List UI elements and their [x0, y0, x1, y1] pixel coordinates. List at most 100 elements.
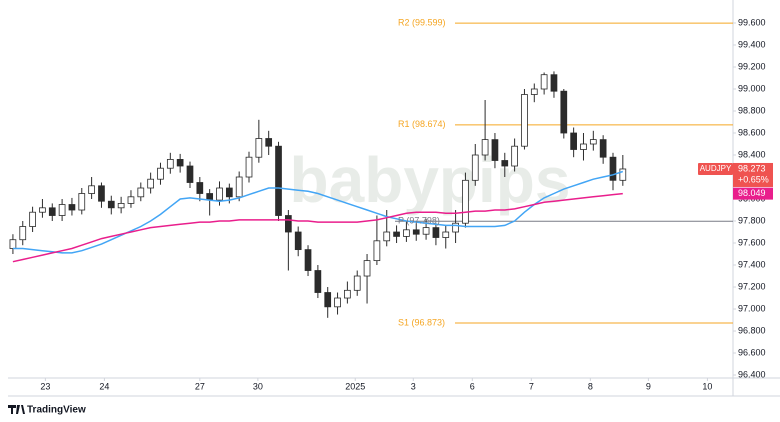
candle-body [196, 182, 204, 194]
ma-badge [733, 187, 773, 200]
candle-body [422, 227, 430, 235]
candle-body [137, 187, 145, 198]
y-tick-label: 97.200 [738, 281, 766, 291]
candle-body [68, 204, 76, 211]
y-tick-label: 96.600 [738, 347, 766, 357]
y-tick-label: 97.000 [738, 303, 766, 313]
candle-body [107, 200, 115, 209]
candle-body [235, 176, 243, 198]
y-tick-label: 96.400 [738, 369, 766, 379]
plot-area [9, 22, 733, 324]
change-label: +0.65% [738, 174, 769, 184]
candle-body [363, 260, 371, 277]
x-tick-label: 3 [411, 381, 416, 391]
x-tick-label: 30 [253, 381, 263, 391]
candle-body [285, 215, 292, 233]
level-label: S1 (96.873) [398, 317, 445, 327]
candle-body [570, 132, 577, 150]
candle-body [186, 165, 194, 183]
level-label: R2 (99.599) [398, 17, 446, 27]
candle-body [304, 249, 312, 271]
candle-body [619, 168, 627, 181]
x-tick-label: 7 [529, 381, 534, 391]
x-tick-label: 23 [40, 381, 50, 391]
candle-body [117, 203, 125, 209]
candle-body [127, 196, 135, 204]
candle-body [481, 139, 489, 156]
brand-logo [8, 405, 25, 414]
candle-body [19, 226, 27, 241]
y-tick-label: 96.800 [738, 325, 766, 335]
candle-body [452, 222, 459, 233]
candle-body [166, 159, 174, 169]
candle-body [176, 159, 184, 167]
candle-body [88, 185, 95, 194]
y-tick-label: 97.600 [738, 237, 766, 247]
candle-body [530, 88, 538, 95]
candle-body [609, 156, 617, 181]
moving-average-line [12, 192, 623, 263]
y-tick-label: 99.400 [738, 39, 766, 49]
x-tick-label: 8 [588, 381, 593, 391]
candle-body [412, 229, 420, 235]
candle-body [580, 143, 587, 150]
ma-label: 98.049 [738, 188, 766, 198]
candle-body [245, 156, 253, 178]
watermark: babypips [290, 144, 571, 216]
level-label: P (97.798) [398, 216, 440, 226]
y-tick-label: 99.600 [738, 17, 766, 27]
candle-body [471, 154, 479, 181]
candle-body [501, 160, 509, 167]
candle-body [599, 139, 607, 158]
candle-body [255, 138, 263, 158]
brand: TradingView [8, 405, 86, 416]
candle-body [403, 229, 410, 237]
candle-body [9, 239, 17, 249]
candle-body [58, 204, 66, 216]
candle-body [353, 275, 361, 291]
candle-body [344, 289, 351, 299]
brand-name: TradingView [27, 405, 86, 416]
symbol-badge [698, 162, 733, 175]
candle-body [589, 139, 597, 145]
candle-body [265, 138, 273, 147]
candle-body [373, 240, 381, 262]
candle-body [39, 207, 46, 213]
candle-body [29, 211, 36, 227]
candle-body [147, 178, 154, 189]
x-tick-label: 2025 [345, 381, 365, 391]
candle-body [324, 292, 332, 308]
x-tick-label: 9 [646, 381, 651, 391]
candle-body [275, 145, 282, 216]
candle-body [550, 74, 558, 92]
candle-body [157, 167, 164, 180]
candle-body [314, 270, 322, 293]
candle-body [560, 90, 568, 134]
y-tick-label: 98.800 [738, 105, 766, 115]
x-tick-label: 6 [470, 381, 475, 391]
x-tick-label: 10 [702, 381, 712, 391]
candle-body [521, 94, 528, 147]
candle-body [48, 207, 56, 216]
candle-body [442, 231, 450, 238]
y-tick-label: 99.000 [738, 83, 766, 93]
y-tick-label: 98.600 [738, 127, 766, 137]
x-tick-label: 24 [99, 381, 109, 391]
candle-body [78, 193, 86, 211]
candle-body [334, 297, 341, 308]
y-tick-label: 97.400 [738, 259, 766, 269]
level-label: R1 (98.674) [398, 119, 446, 129]
symbol-label: AUDJPY [700, 164, 732, 173]
candle-body [225, 187, 233, 198]
y-tick-label: 98.400 [738, 149, 766, 159]
moving-average-line [12, 170, 624, 254]
x-tick-label: 27 [195, 381, 205, 391]
last-price-label: 98.273 [738, 163, 766, 173]
candle-body [462, 179, 469, 224]
candle-body [383, 231, 391, 242]
candle-body [98, 185, 105, 202]
candle-body [540, 74, 548, 90]
candle-body [294, 231, 302, 251]
